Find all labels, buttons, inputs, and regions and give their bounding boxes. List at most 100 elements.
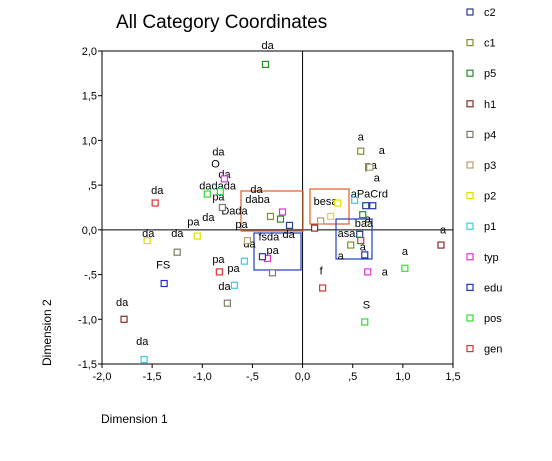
point-label: pa [235,219,248,231]
chart-title: All Category Coordinates [116,12,327,33]
point-p5 [261,60,270,69]
point-p2 [193,232,201,240]
point-label: a [365,214,372,226]
y-tick-label: -1,5 [78,359,97,371]
y-tick-label: 1,0 [82,135,97,147]
point-typ [220,175,228,183]
point-label: pa [266,245,279,257]
y-tick-label: 2,0 [82,46,97,58]
point-p5 [276,215,285,223]
y-axis: 2,0 1,5 1,0 ,5 0,0 -,5 -1,0 -1,5 [78,46,102,371]
point-p1 [230,281,238,289]
point-p5 [359,211,367,219]
legend-marker-p2 [466,192,474,200]
point-edu [361,251,369,259]
cluster-boxes [240,188,373,271]
y-tick-label: 0,0 [82,225,97,237]
point-label: da [250,184,263,196]
legend-marker-gen [466,345,474,353]
point-label: pa [227,263,240,275]
cluster-box-blue-left [253,232,302,271]
legend-marker-c1 [466,38,474,47]
point-p2 [143,236,151,245]
x-tick-label: -1,0 [193,371,212,383]
point-edu [258,253,267,261]
point-label: da [136,336,149,348]
point-label: da [283,229,296,241]
point-label: a [440,224,447,236]
point-pos [361,318,369,326]
point-p2 [327,212,335,221]
legend-label-typ: typ [484,252,499,264]
x-tick-label: -2,0 [93,371,112,383]
legend: c2 c1 p5 h1 p4 p3 p2 p1 typ edu pos gen [466,7,502,356]
legend-label-pos: pos [484,313,502,325]
legend-marker-typ [466,253,474,261]
point-c1 [266,212,275,221]
point-label: baa [355,218,374,230]
point-p1 [240,257,249,265]
point-p3 [243,236,252,245]
point-c1 [347,241,355,249]
point-label: da [171,228,184,240]
point-label: da [116,297,129,309]
point-p2 [334,199,342,207]
legend-label-p4: p4 [484,129,496,141]
point-label: fsda [258,232,280,244]
point-label: Dada [221,206,248,218]
point-pos [203,190,211,198]
point-label: asa [338,228,357,240]
point-label: a [402,246,409,258]
point-h1 [311,224,319,232]
legend-marker-pos [466,314,474,322]
point-p3 [317,217,325,225]
cluster-box-orange-right [309,188,350,225]
point-gen [319,284,327,292]
point-label: da [202,212,215,224]
legend-label-p3: p3 [484,160,496,172]
point-p1 [140,355,148,364]
legend-label-c1: c1 [484,38,496,50]
point-label: a [374,173,381,185]
point-label: da [212,147,225,159]
x-tick-label: -,5 [246,371,259,383]
point-label: FS [156,259,170,271]
point-label: a [382,266,389,278]
x-tick-label: ,5 [348,371,357,383]
point-label: dadada [199,181,237,193]
legend-label-p1: p1 [484,221,496,233]
point-label: da [218,281,231,293]
legend-marker-p1 [466,222,474,230]
legend-marker-p4 [466,130,474,138]
cluster-box-blue-right [335,218,373,260]
data-points [120,60,445,364]
point-label: a [338,250,345,262]
x-tick-label: 1,5 [445,371,460,383]
point-c2 [285,221,294,229]
legend-label-h1: h1 [484,99,496,111]
x-tick-label: -1,5 [143,371,162,383]
point-label: S [363,300,370,312]
point-p3 [366,163,374,171]
legend-label-c2: c2 [484,7,496,19]
legend-label-edu: edu [484,282,502,294]
legend-label-p5: p5 [484,68,496,80]
point-p4 [218,203,226,212]
legend-marker-p3 [466,161,474,169]
point-h1 [120,315,128,323]
legend-label-p2: p2 [484,191,496,203]
point-p4 [223,299,231,307]
point-label: pa [187,216,200,228]
y-tick-label: -1,0 [78,314,97,326]
point-label: f [320,266,324,278]
cluster-box-orange-left [240,190,304,232]
y-tick-label: 1,5 [82,91,97,103]
point-label: aPaCrd [351,189,388,201]
point-typ [364,268,372,276]
point-c2 [362,202,370,210]
y-tick-label: -,5 [84,270,97,282]
point-edu [160,279,168,288]
point-c1 [357,147,365,155]
legend-marker-edu [466,283,474,291]
